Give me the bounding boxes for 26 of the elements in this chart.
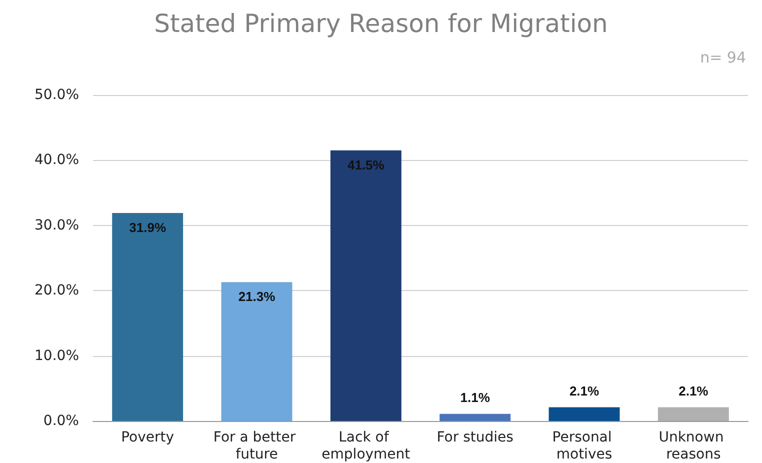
x-tick-label: For a better future bbox=[213, 430, 300, 462]
y-tick-label: 40.0% bbox=[34, 152, 79, 168]
y-tick-label: 50.0% bbox=[34, 87, 79, 103]
bar bbox=[440, 414, 511, 421]
x-tick-label: Lack of employment bbox=[322, 430, 411, 462]
data-label: 1.1% bbox=[460, 390, 490, 405]
y-tick-label: 30.0% bbox=[34, 217, 79, 234]
data-label: 31.9% bbox=[129, 220, 166, 236]
data-label: 2.1% bbox=[678, 383, 709, 398]
bar bbox=[330, 150, 402, 421]
data-label: 21.3% bbox=[238, 289, 276, 304]
text: n= 94 bbox=[700, 48, 746, 66]
y-tick-label: 20.0% bbox=[34, 282, 79, 299]
x-tick-label: For studies bbox=[436, 430, 514, 446]
data-label: 41.5% bbox=[347, 157, 385, 172]
y-tick-label: 10.0% bbox=[34, 348, 79, 364]
x-tick-label: Personal motives bbox=[552, 430, 616, 462]
data-label: 2.1% bbox=[569, 383, 600, 398]
bar bbox=[658, 407, 729, 421]
y-tick-label: 0.0% bbox=[43, 413, 79, 429]
chart-title: Stated Primary Reason for Migration bbox=[154, 9, 608, 38]
bar bbox=[548, 407, 620, 421]
bar bbox=[112, 213, 184, 421]
x-tick-label: Poverty bbox=[121, 430, 174, 446]
x-tick-label: Unknown reasons bbox=[658, 430, 728, 462]
bar bbox=[221, 282, 292, 421]
